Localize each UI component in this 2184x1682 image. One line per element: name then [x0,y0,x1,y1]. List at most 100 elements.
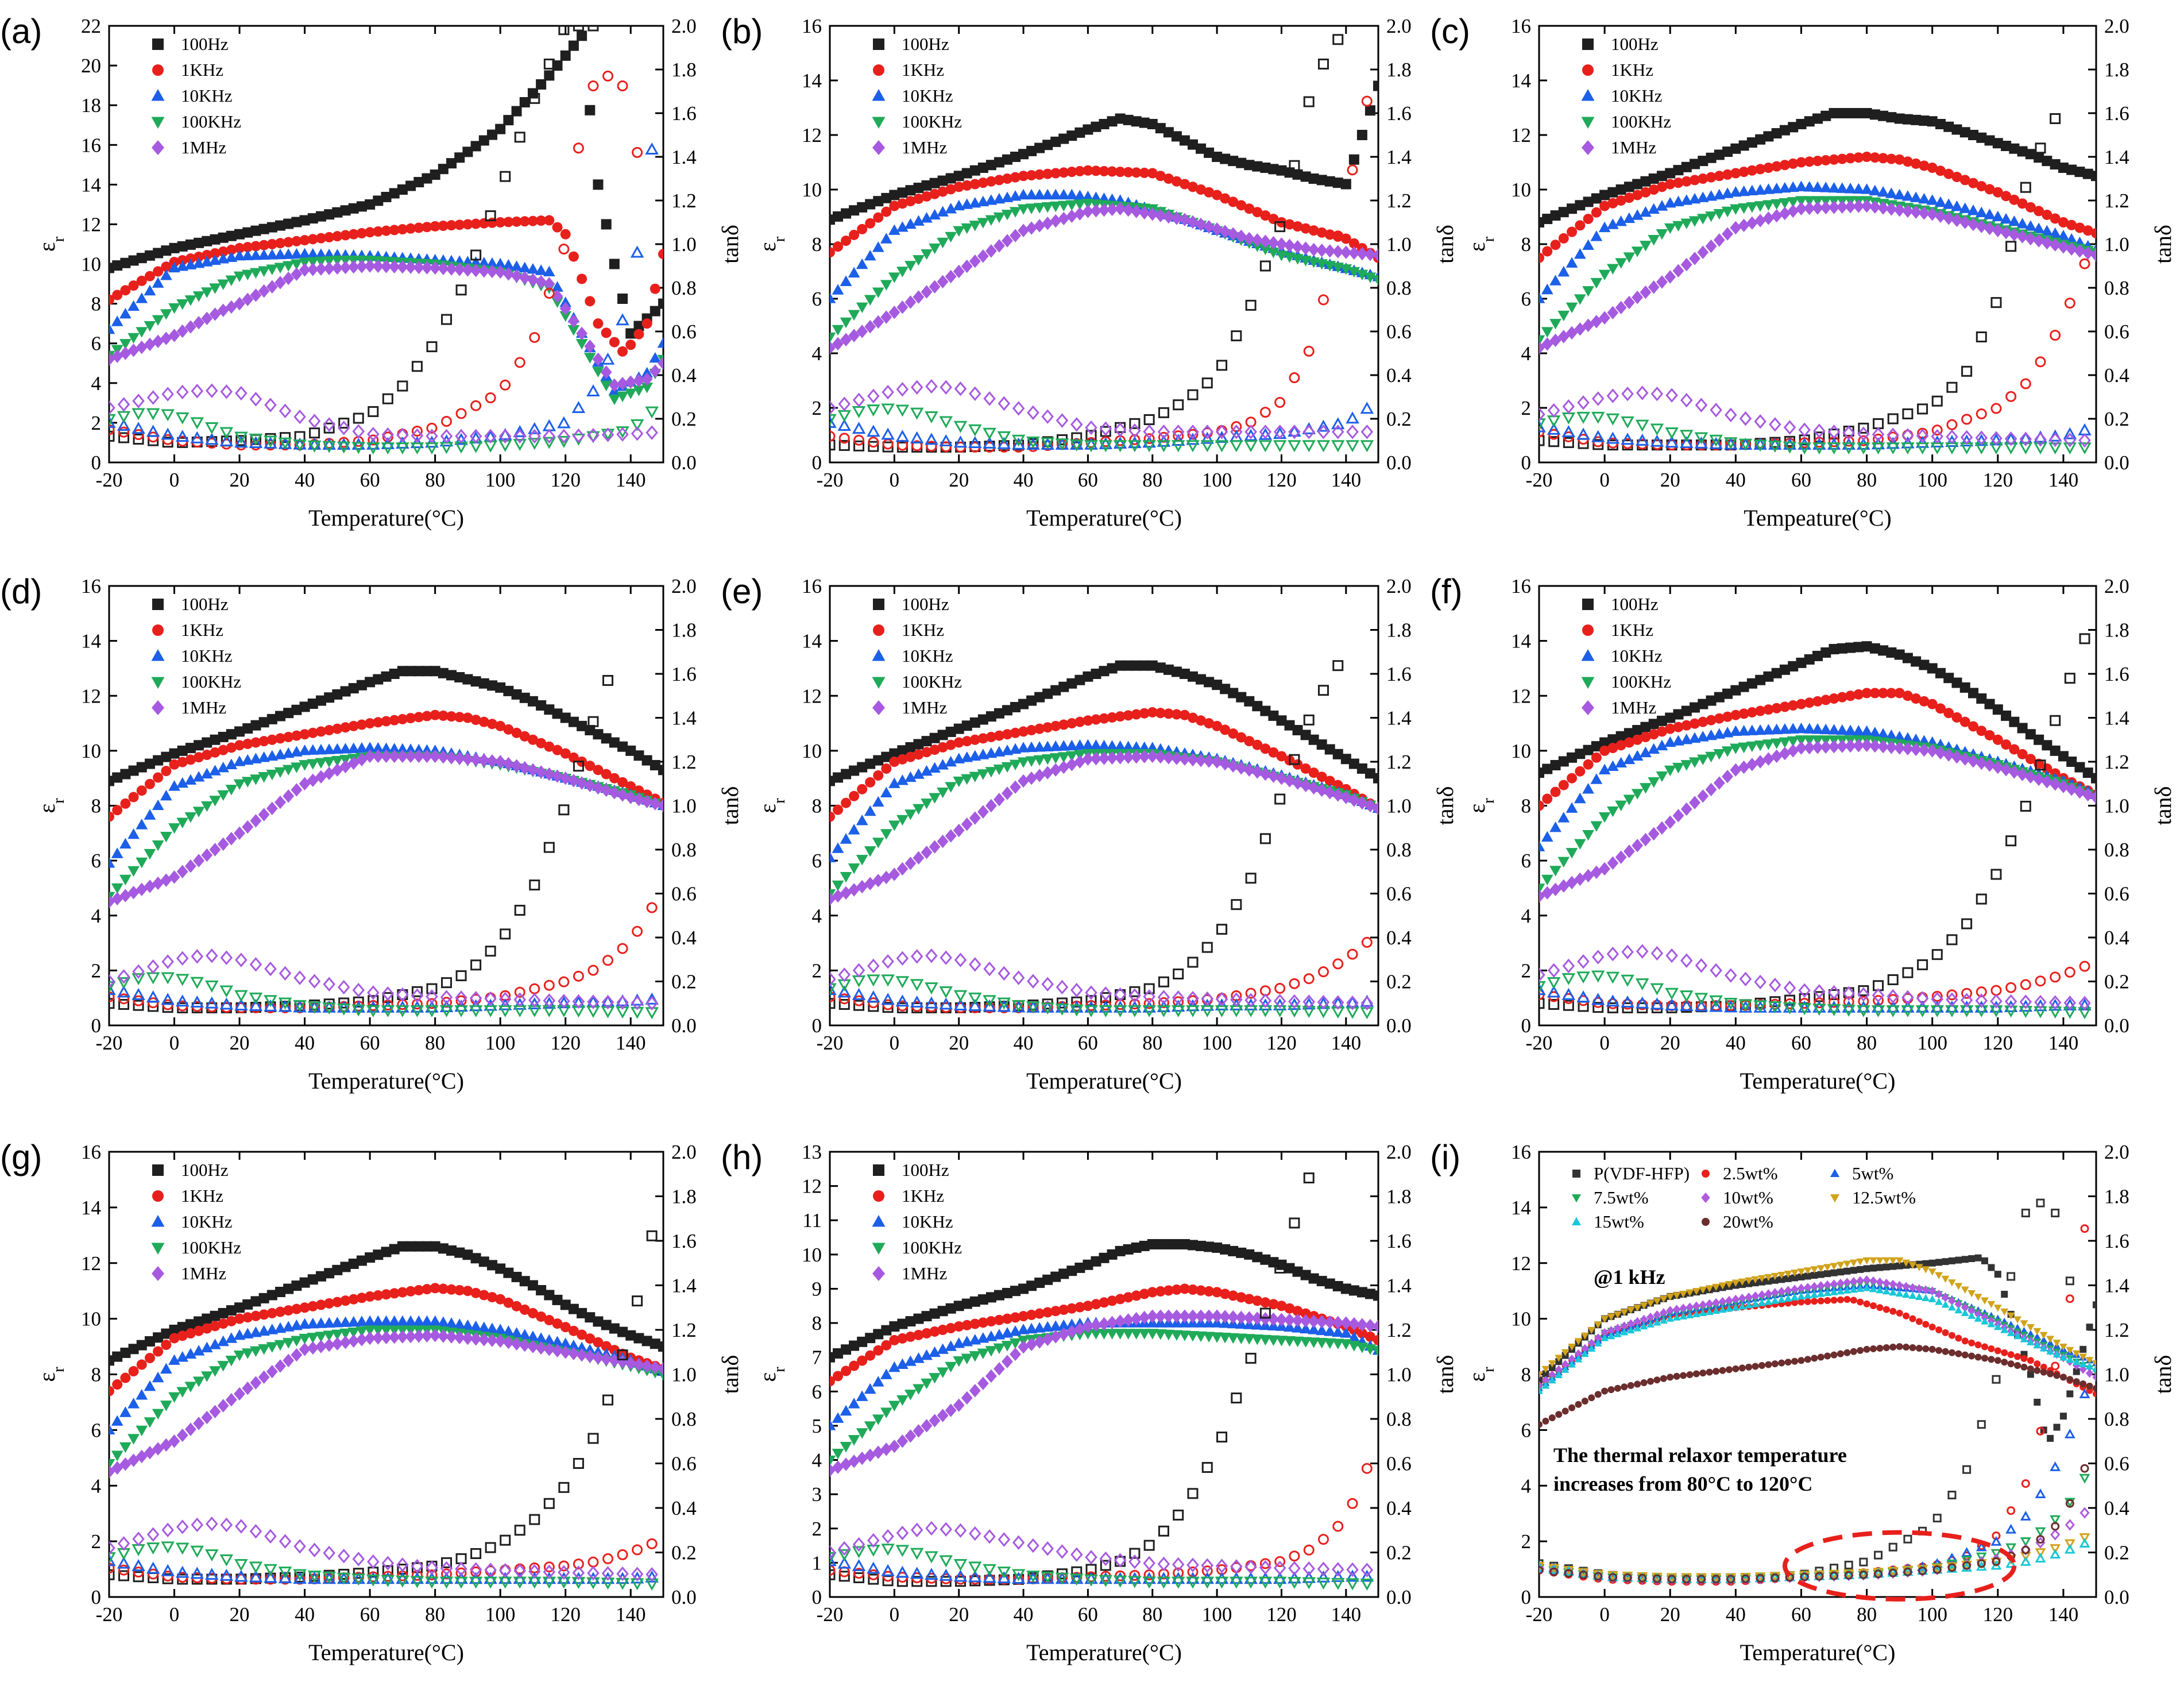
tan-point [1946,419,1958,430]
eps-point [1598,763,1611,774]
eps-point [1106,202,1118,217]
legend-label: 10KHz [1611,646,1663,666]
eps-point [1779,701,1790,712]
eps-point [324,725,335,736]
eps-point [1599,737,1610,748]
eps-point [1787,744,1799,758]
eps-point [1002,729,1012,740]
eps-point [913,749,924,760]
tan-point [308,1542,321,1557]
chart-panel-2: -20 0 20 40 60 80 100 120 14002468101214160.00.2… [1430,12,2176,531]
eps-point [136,1425,148,1437]
eps-point [176,1428,188,1442]
eps-point [1083,165,1093,176]
y2-tick-label: 0.6 [1386,883,1412,905]
eps-point [495,1263,506,1274]
eps-point [1340,179,1351,190]
eps-point [896,267,909,277]
x-tick-label: 60 [360,1603,380,1626]
tan-point [322,1002,336,1015]
eps-point [192,807,205,817]
eps-point [1002,1313,1012,1324]
tan-point [997,1000,1011,1012]
eps-point [1796,157,1807,168]
eps-point [372,1325,384,1336]
eps-point [421,1315,433,1326]
tan-point [1143,424,1155,439]
eps-point [462,219,473,230]
eps-point [1631,750,1644,761]
eps-point [1316,243,1328,257]
eps-point [830,1463,836,1477]
tan-point [205,1568,219,1580]
eps-point [1163,664,1174,675]
eps-point [1541,874,1553,886]
eps-point [633,329,644,340]
eps-point [1259,1311,1271,1326]
x-tick-label: 120 [550,469,581,491]
y2-tick-label: 1.2 [2104,190,2129,212]
tan-point [1917,959,1928,970]
eps-point [1170,751,1182,765]
eps-point [291,217,302,227]
eps-point [177,241,188,252]
eps-point [1211,1309,1223,1323]
legend-marker [151,1215,165,1227]
eps-point [1746,216,1758,230]
eps-point [904,1355,917,1366]
eps-point [1935,209,1946,223]
eps-point [176,777,189,788]
tan-point [1591,411,1605,424]
tan-point [573,1558,584,1570]
eps-point [372,749,384,763]
eps-point [913,1313,924,1324]
tan-point [997,1571,1011,1584]
eps-point [625,328,636,339]
eps-point [1681,705,1692,716]
tan-point [1346,996,1359,1010]
tan-point [573,761,584,772]
legend-label: 100KHz [181,1237,241,1257]
tan-point [1100,426,1111,437]
y2-tick-label: 0.2 [1386,1542,1412,1564]
tan-point [190,977,204,989]
eps-point [929,178,940,188]
eps-point [1123,167,1134,178]
legend-label: 100Hz [181,34,229,54]
eps-point [1171,709,1182,720]
y2-tick-label: 1.8 [1386,1186,1412,1208]
y-tick-label: 16 [81,1141,101,1163]
eps-point [1220,193,1231,204]
eps-point [1976,693,1987,704]
tan-point [117,969,130,984]
eps-point [1771,749,1783,763]
eps-point [830,776,835,786]
eps-point [1065,200,1078,211]
x-tick-label: 60 [360,1032,380,1054]
eps-point [1074,1262,1085,1273]
eps-point [1984,184,1995,195]
eps-point [1284,1303,1295,1314]
x-tick-label: 80 [1142,1032,1162,1054]
eps-point [881,1340,892,1351]
eps-point [1179,179,1190,190]
eps-point [1162,210,1174,224]
tan-point [2079,258,2090,269]
eps-point [896,862,909,876]
tan-point [1187,1566,1199,1577]
tan-point [441,977,453,989]
tan-point [118,1570,130,1581]
tan-point [1960,993,1973,1008]
tan-point [109,974,115,989]
eps-point [1779,664,1790,675]
tan-point [1959,1005,1974,1017]
tan-point [1650,386,1664,402]
legend-label: 1MHz [181,1263,226,1283]
tan-point [852,392,865,408]
eps-point [1918,206,1930,220]
eps-point [2008,227,2020,242]
tan-point [1768,437,1782,450]
eps-point [1672,264,1684,278]
eps-point [275,733,286,744]
eps-point [896,815,909,826]
